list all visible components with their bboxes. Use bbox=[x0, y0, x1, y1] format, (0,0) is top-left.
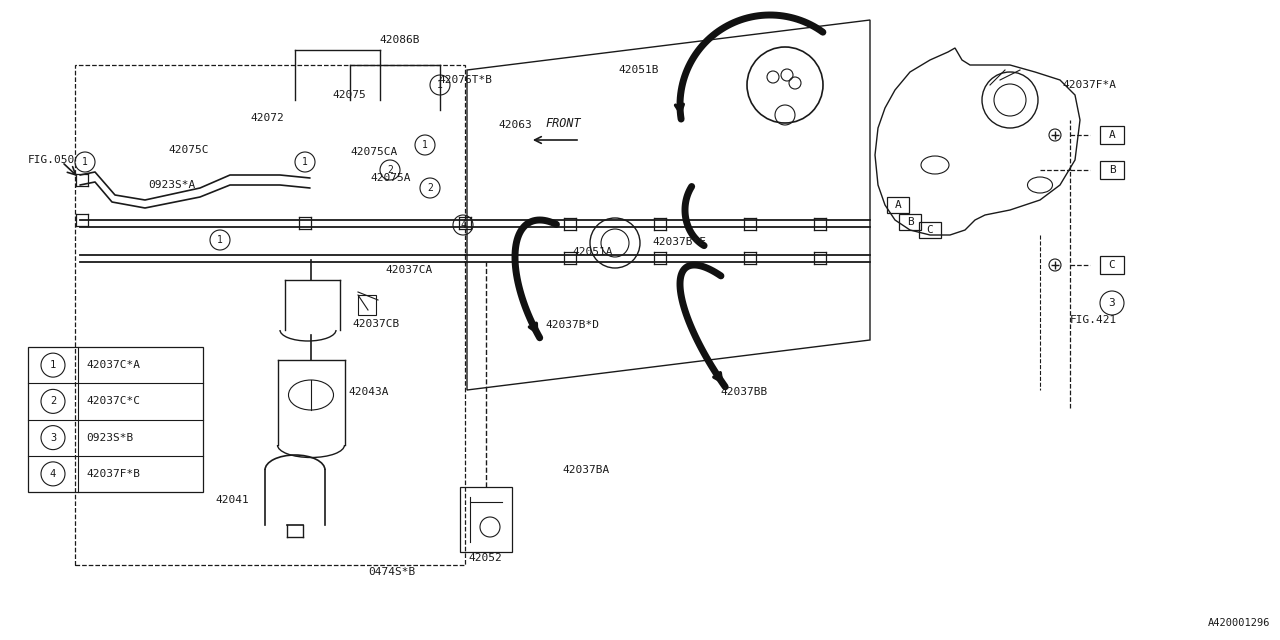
Bar bbox=[76, 65, 465, 565]
Bar bbox=[28, 347, 204, 492]
Text: 42075: 42075 bbox=[332, 90, 366, 100]
Text: 42086B: 42086B bbox=[380, 35, 420, 45]
Text: 42075A: 42075A bbox=[370, 173, 411, 183]
Text: 42037F*B: 42037F*B bbox=[86, 469, 140, 479]
Text: 2: 2 bbox=[50, 396, 56, 406]
Text: 1: 1 bbox=[422, 140, 428, 150]
Text: A420001296: A420001296 bbox=[1207, 618, 1270, 628]
Text: 42041: 42041 bbox=[215, 495, 248, 505]
Text: 42037CB: 42037CB bbox=[352, 319, 399, 329]
Text: 42037BB: 42037BB bbox=[719, 387, 767, 397]
Text: 42037B*E: 42037B*E bbox=[652, 237, 707, 247]
Text: 4: 4 bbox=[50, 469, 56, 479]
Text: 42072: 42072 bbox=[250, 113, 284, 123]
Text: FIG.421: FIG.421 bbox=[1070, 315, 1117, 325]
Text: 42037F*A: 42037F*A bbox=[1062, 80, 1116, 90]
Text: A: A bbox=[1108, 130, 1115, 140]
Text: 1: 1 bbox=[302, 157, 308, 167]
Text: 42037BA: 42037BA bbox=[562, 465, 609, 475]
Text: 1: 1 bbox=[82, 157, 88, 167]
Text: 4: 4 bbox=[460, 220, 466, 230]
Text: 42076T*B: 42076T*B bbox=[438, 75, 492, 85]
Text: 3: 3 bbox=[50, 433, 56, 443]
Text: 2: 2 bbox=[387, 165, 393, 175]
Text: 1: 1 bbox=[50, 360, 56, 370]
Text: C: C bbox=[1108, 260, 1115, 270]
Text: 3: 3 bbox=[1108, 298, 1115, 308]
Text: B: B bbox=[1108, 165, 1115, 175]
Text: 42063: 42063 bbox=[498, 120, 531, 130]
Text: 42037C*C: 42037C*C bbox=[86, 396, 140, 406]
Text: FRONT: FRONT bbox=[545, 117, 581, 130]
Text: 42043A: 42043A bbox=[348, 387, 389, 397]
Text: 42051A: 42051A bbox=[572, 247, 613, 257]
Text: FIG.050: FIG.050 bbox=[28, 155, 76, 165]
Text: 0474S*B: 0474S*B bbox=[369, 567, 415, 577]
Text: C: C bbox=[927, 225, 933, 235]
Text: 1: 1 bbox=[218, 235, 223, 245]
Text: 42037B*D: 42037B*D bbox=[545, 320, 599, 330]
Text: 42075CA: 42075CA bbox=[349, 147, 397, 157]
Text: 1: 1 bbox=[436, 80, 443, 90]
Text: 42037C*A: 42037C*A bbox=[86, 360, 140, 370]
Text: 42051B: 42051B bbox=[618, 65, 658, 75]
Text: 42037CA: 42037CA bbox=[385, 265, 433, 275]
Text: A: A bbox=[895, 200, 901, 210]
Text: 0923S*B: 0923S*B bbox=[86, 433, 133, 443]
Text: B: B bbox=[906, 217, 914, 227]
Text: 42075C: 42075C bbox=[168, 145, 209, 155]
Text: 0923S*A: 0923S*A bbox=[148, 180, 196, 190]
Text: 2: 2 bbox=[428, 183, 433, 193]
Text: 42052: 42052 bbox=[468, 553, 502, 563]
